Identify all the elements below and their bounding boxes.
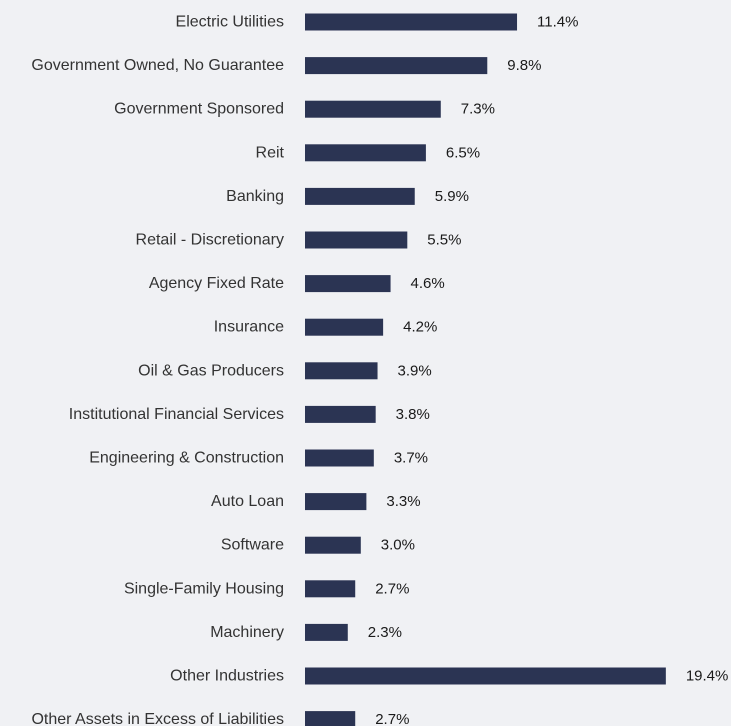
category-label: Retail - Discretionary [136, 232, 284, 249]
value-labels: 11.4% 9.8% 7.3% 6.5% 5.9% 5.5% 4.6% 4.2% 3.9% 3.8… [368, 14, 729, 726]
category-labels: Electric Utilities Government Owned, No G… [31, 14, 284, 726]
category-label: Software [221, 537, 284, 554]
bar [305, 13, 518, 31]
category-label: Other Industries [170, 668, 284, 685]
value-label: 3.3% [386, 493, 420, 510]
category-label: Single-Family Housing [124, 580, 284, 597]
value-label: 6.5% [446, 144, 480, 161]
value-label: 11.4% [537, 14, 578, 31]
value-label: 3.9% [398, 362, 432, 379]
category-label: Government Sponsored [114, 101, 284, 118]
category-label: Oil & Gas Producers [138, 362, 284, 379]
category-label: Banking [226, 188, 284, 205]
bar [305, 711, 356, 726]
category-label: Institutional Financial Services [69, 406, 284, 423]
category-label: Reit [256, 144, 285, 161]
value-label: 9.8% [507, 57, 541, 74]
bar [305, 536, 361, 554]
bar [305, 187, 415, 205]
category-label: Government Owned, No Guarantee [31, 57, 284, 74]
bar [305, 405, 376, 423]
bar [305, 667, 666, 685]
bar [305, 449, 374, 467]
value-label: 5.5% [427, 232, 461, 249]
bar [305, 318, 384, 336]
category-label: Other Assets in Excess of Liabilities [31, 711, 284, 726]
value-label: 2.7% [375, 711, 409, 726]
value-label: 7.3% [461, 101, 495, 118]
value-label: 3.7% [394, 450, 428, 467]
category-label: Insurance [214, 319, 284, 336]
category-label: Electric Utilities [176, 14, 284, 31]
bar [305, 231, 408, 249]
bar [305, 100, 441, 118]
bar [305, 580, 356, 598]
bar [305, 144, 426, 162]
value-label: 5.9% [435, 188, 469, 205]
bar [305, 275, 391, 293]
value-label: 3.8% [396, 406, 430, 423]
bar [305, 362, 378, 380]
value-label: 3.0% [381, 537, 415, 554]
value-label: 4.6% [411, 275, 445, 292]
value-label: 2.7% [375, 580, 409, 597]
value-label: 4.2% [403, 319, 437, 336]
bar [305, 623, 348, 641]
value-label: 2.3% [368, 624, 402, 641]
category-label: Agency Fixed Rate [149, 275, 284, 292]
category-label: Auto Loan [211, 493, 284, 510]
bar [305, 493, 367, 511]
bar [305, 57, 488, 75]
category-label: Machinery [210, 624, 284, 641]
bars [305, 13, 666, 726]
category-label: Engineering & Construction [89, 450, 284, 467]
value-label: 19.4% [686, 668, 729, 685]
